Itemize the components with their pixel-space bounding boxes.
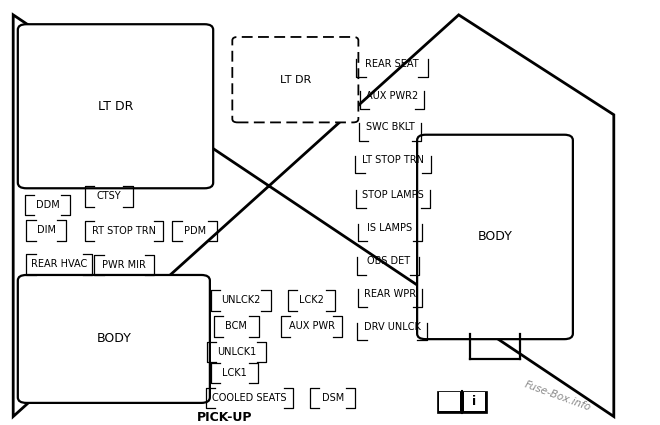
Text: BODY: BODY bbox=[96, 332, 131, 346]
Text: REAR HVAC: REAR HVAC bbox=[31, 259, 88, 269]
Text: PWR MIR: PWR MIR bbox=[102, 260, 146, 270]
Text: i: i bbox=[473, 395, 477, 408]
Text: DSM: DSM bbox=[321, 393, 344, 403]
Text: LCK2: LCK2 bbox=[299, 295, 324, 306]
Bar bbox=[462, 391, 487, 413]
Text: BCM: BCM bbox=[225, 321, 248, 332]
Text: PICK-UP: PICK-UP bbox=[197, 411, 252, 424]
Text: CTSY: CTSY bbox=[96, 191, 121, 201]
Text: IS LAMPS: IS LAMPS bbox=[368, 223, 412, 233]
Text: PDM: PDM bbox=[183, 226, 206, 236]
FancyBboxPatch shape bbox=[18, 24, 213, 188]
Bar bbox=[439, 392, 460, 411]
Text: REAR WPR: REAR WPR bbox=[364, 289, 416, 299]
Bar bbox=[464, 392, 485, 411]
Bar bbox=[437, 391, 462, 413]
Polygon shape bbox=[13, 15, 614, 416]
Text: DIM: DIM bbox=[37, 225, 55, 235]
Text: LT STOP TRN: LT STOP TRN bbox=[362, 155, 424, 165]
Text: Fuse-Box.info: Fuse-Box.info bbox=[523, 380, 593, 413]
Text: BODY: BODY bbox=[478, 230, 512, 244]
Text: LT DR: LT DR bbox=[98, 100, 133, 113]
Text: SWC BKLT: SWC BKLT bbox=[366, 122, 414, 133]
Text: DDM: DDM bbox=[36, 200, 59, 210]
Text: AUX PWR: AUX PWR bbox=[288, 321, 335, 332]
FancyBboxPatch shape bbox=[18, 275, 210, 403]
Text: OBS DET: OBS DET bbox=[366, 256, 410, 266]
Text: LT DR: LT DR bbox=[280, 75, 311, 85]
Text: COOLED SEATS: COOLED SEATS bbox=[213, 393, 286, 403]
Text: DRV UNLCK: DRV UNLCK bbox=[364, 322, 420, 332]
FancyBboxPatch shape bbox=[417, 135, 573, 339]
Text: RT STOP TRN: RT STOP TRN bbox=[92, 226, 156, 236]
Text: LCK1: LCK1 bbox=[222, 368, 247, 378]
FancyBboxPatch shape bbox=[232, 37, 358, 122]
Text: REAR SEAT: REAR SEAT bbox=[365, 59, 419, 69]
Text: UNLCK2: UNLCK2 bbox=[221, 295, 261, 306]
Text: AUX PWR2: AUX PWR2 bbox=[366, 91, 418, 101]
Text: STOP LAMPS: STOP LAMPS bbox=[362, 190, 424, 200]
Text: UNLCK1: UNLCK1 bbox=[216, 347, 256, 357]
